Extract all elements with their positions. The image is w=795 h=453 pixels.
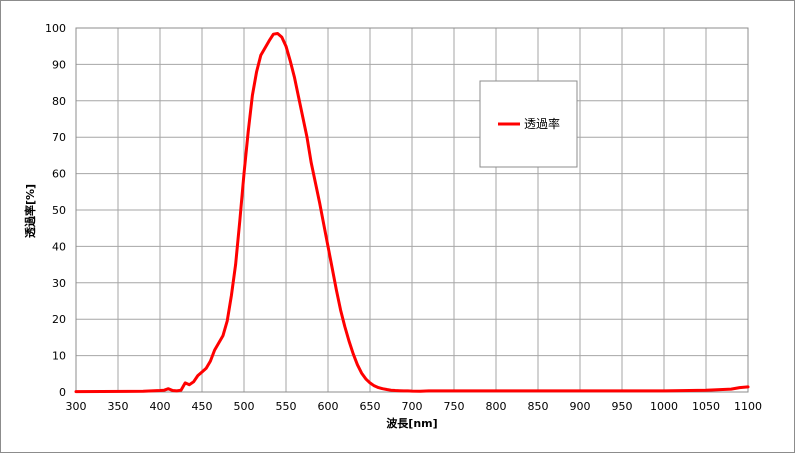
x-tick-label: 300 bbox=[66, 400, 87, 413]
y-tick-label: 20 bbox=[52, 313, 66, 326]
x-axis-title: 波長[nm] bbox=[386, 416, 437, 430]
x-tick-label: 550 bbox=[276, 400, 297, 413]
x-tick-label: 1050 bbox=[692, 400, 720, 413]
x-tick-label: 400 bbox=[150, 400, 171, 413]
x-tick-label: 750 bbox=[444, 400, 465, 413]
legend-label: 透過率 bbox=[524, 116, 560, 131]
y-tick-label: 30 bbox=[52, 277, 66, 290]
y-tick-label: 50 bbox=[52, 204, 66, 217]
x-tick-label: 800 bbox=[486, 400, 507, 413]
y-tick-label: 0 bbox=[59, 386, 66, 399]
y-axis-title: 透過率[%] bbox=[23, 184, 37, 238]
x-axis-ticks: 300 350 400 450 500 550 600 650 700 750 800 850 900 9… bbox=[66, 400, 763, 413]
y-tick-label: 90 bbox=[52, 58, 66, 71]
grid bbox=[75, 27, 749, 393]
y-tick-label: 80 bbox=[52, 95, 66, 108]
y-tick-label: 40 bbox=[52, 240, 66, 253]
x-tick-label: 700 bbox=[402, 400, 423, 413]
x-tick-label: 950 bbox=[612, 400, 633, 413]
x-tick-label: 900 bbox=[570, 400, 591, 413]
series-layer bbox=[74, 32, 750, 394]
x-tick-label: 600 bbox=[318, 400, 339, 413]
x-tick-label: 850 bbox=[528, 400, 549, 413]
series-line-transmittance bbox=[74, 32, 750, 394]
x-tick-label: 450 bbox=[192, 400, 213, 413]
y-tick-label: 70 bbox=[52, 131, 66, 144]
y-tick-label: 10 bbox=[52, 350, 66, 363]
x-tick-label: 350 bbox=[108, 400, 129, 413]
y-axis-ticks: 0 10 20 30 40 50 60 70 80 90 100 bbox=[45, 22, 66, 399]
x-tick-label: 1100 bbox=[734, 400, 762, 413]
legend-box bbox=[479, 80, 578, 168]
x-tick-label: 500 bbox=[234, 400, 255, 413]
y-tick-label: 60 bbox=[52, 168, 66, 181]
legend: 透過率 bbox=[479, 80, 578, 168]
y-tick-label: 100 bbox=[45, 22, 66, 35]
x-tick-label: 650 bbox=[360, 400, 381, 413]
x-tick-label: 1000 bbox=[650, 400, 678, 413]
